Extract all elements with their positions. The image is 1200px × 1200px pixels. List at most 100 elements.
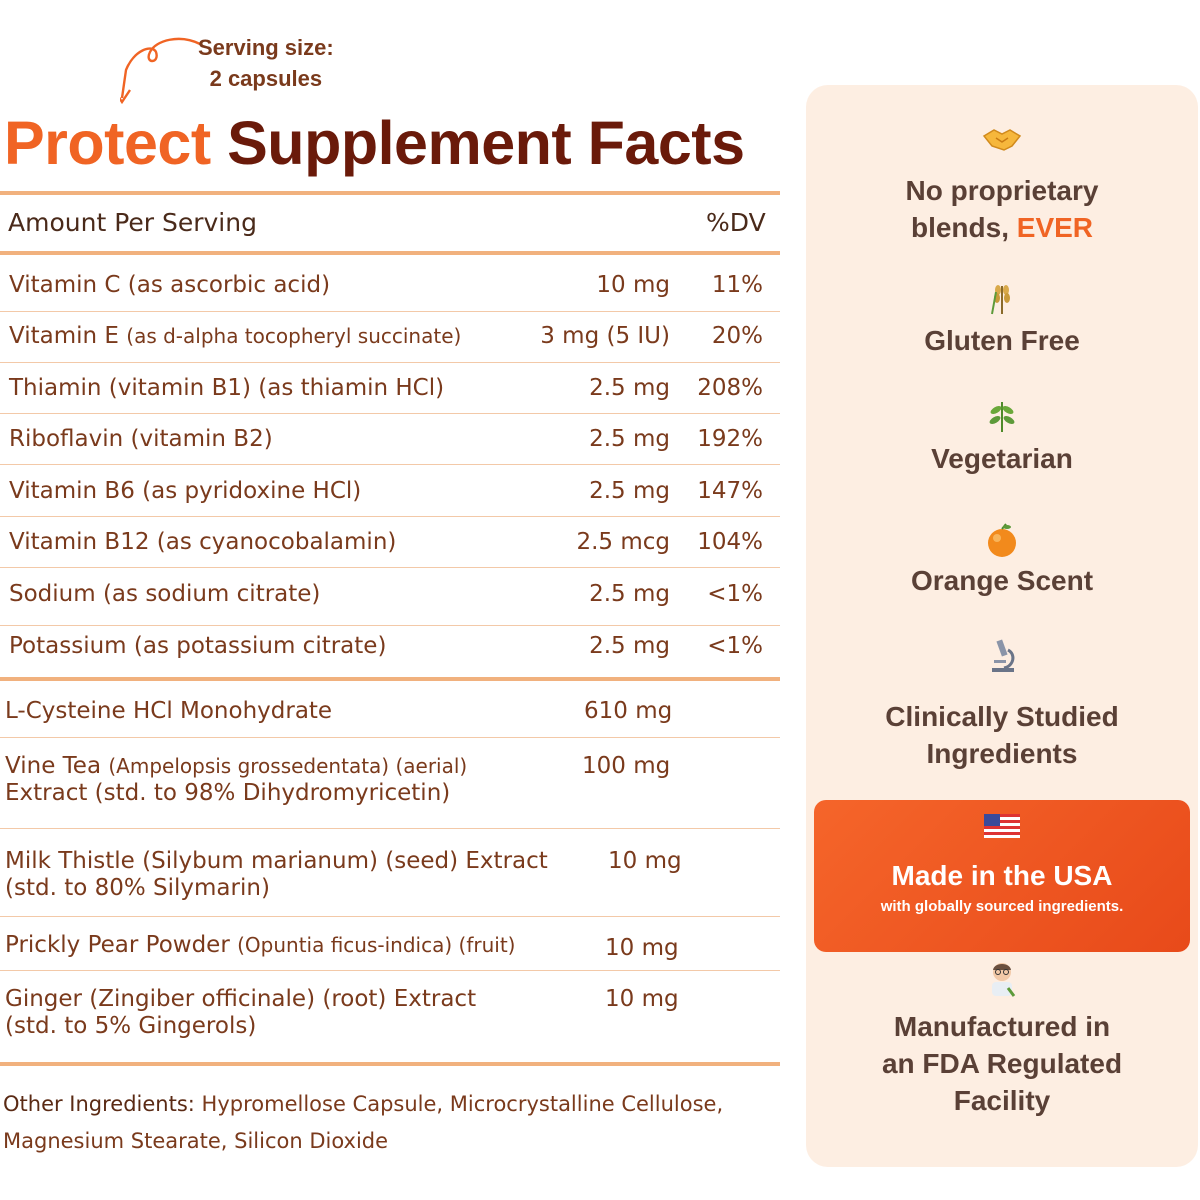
- nutrient-dv: <1%: [707, 633, 763, 659]
- serving-size-label: Serving size:: [198, 35, 334, 60]
- nutrient-amount: 2.5 mg: [589, 581, 670, 607]
- table-rule: [0, 1062, 780, 1066]
- feature-orange-scent: Orange Scent: [806, 522, 1198, 599]
- extract-name-standardization: Extract (std. to 98% Dihydromyricetin): [5, 780, 451, 806]
- feature-label-line2: an FDA Regulated: [881, 1048, 1123, 1079]
- nutrient-name-main: Vitamin E: [9, 323, 127, 349]
- scientist-icon: [806, 960, 1198, 997]
- feature-label-line2: Ingredients: [926, 738, 1078, 769]
- title-main: Supplement Facts: [227, 109, 745, 177]
- nutrient-dv: 20%: [711, 323, 763, 349]
- serving-size-value: 2 capsules: [209, 66, 323, 91]
- extract-name: Prickly Pear Powder (Opuntia ficus-indic…: [5, 932, 605, 959]
- extract-amount: 610 mg: [584, 698, 673, 724]
- header-amount: Amount Per Serving: [8, 208, 257, 237]
- table-rule: [0, 191, 780, 195]
- title-brand: Protect: [4, 109, 211, 177]
- feature-vegetarian: Vegetarian: [806, 396, 1198, 477]
- curved-arrow-icon: [120, 37, 201, 105]
- nutrient-name-detail: (as d-alpha tocopheryl succinate): [126, 324, 462, 348]
- nutrient-dv: <1%: [707, 581, 763, 607]
- nutrient-amount: 2.5 mg: [589, 375, 670, 401]
- feature-label-line3: Facility: [953, 1085, 1051, 1116]
- extract-name-detail: (Opuntia ficus-indica) (fruit): [237, 933, 516, 957]
- nutrient-name: Potassium (as potassium citrate): [9, 633, 387, 659]
- row-divider: [0, 737, 780, 738]
- serving-size-text: Serving size: 2 capsules: [198, 32, 334, 94]
- extract-amount: 10 mg: [605, 935, 679, 961]
- row-divider: [0, 916, 780, 917]
- row-divider: [0, 970, 780, 971]
- nutrient-name: Vitamin B12 (as cyanocobalamin): [9, 529, 397, 555]
- serving-size-note: Serving size: 2 capsules: [120, 30, 400, 110]
- table-rule: [0, 677, 780, 681]
- extract-name-main: Prickly Pear Powder: [5, 932, 238, 958]
- nutrient-name: Sodium (as sodium citrate): [9, 581, 321, 607]
- nutrient-amount: 10 mg: [596, 272, 670, 298]
- extract-name-detail: (Ampelopsis grossedentata) (aerial): [108, 754, 468, 778]
- nutrient-dv: 147%: [697, 478, 763, 504]
- extract-name: Milk Thistle (Silybum marianum) (seed) E…: [5, 848, 605, 902]
- row-divider: [0, 567, 780, 568]
- feature-emphasis: EVER: [1016, 212, 1094, 243]
- supplement-facts-table: Amount Per Serving %DV Vitamin C (as asc…: [0, 191, 780, 1160]
- feature-fda-facility: Manufactured in an FDA Regulated Facilit…: [806, 960, 1198, 1119]
- row-divider: [0, 311, 780, 312]
- feature-label: Orange Scent: [910, 565, 1094, 596]
- nutrient-name: Vitamin E (as d-alpha tocopheryl succina…: [9, 323, 461, 349]
- nutrient-amount: 2.5 mg: [589, 478, 670, 504]
- feature-label: Manufactured in: [893, 1011, 1111, 1042]
- herb-icon: [806, 396, 1198, 432]
- wheat-icon: [806, 278, 1198, 315]
- feature-label: Clinically Studied: [885, 701, 1119, 732]
- feature-no-proprietary: No proprietary blends, EVER: [806, 124, 1198, 246]
- other-ingredients: Other Ingredients: Hypromellose Capsule,…: [3, 1086, 743, 1160]
- extract-name-standardization: (std. to 5% Gingerols): [5, 1013, 257, 1039]
- handshake-icon: [806, 124, 1198, 158]
- feature-clinically-studied: Clinically Studied Ingredients: [806, 636, 1198, 772]
- extract-name-standardization: (std. to 80% Silymarin): [5, 875, 270, 901]
- page-title: Protect Supplement Facts: [4, 108, 745, 178]
- feature-label-line2: blends, EVER: [806, 209, 1198, 246]
- nutrient-dv: 104%: [697, 529, 763, 555]
- feature-label: Gluten Free: [924, 325, 1080, 356]
- other-ingredients-label: Other Ingredients:: [3, 1092, 195, 1116]
- nutrient-dv: 192%: [697, 426, 763, 452]
- table-rule: [0, 251, 780, 255]
- nutrient-name: Thiamin (vitamin B1) (as thiamin HCl): [9, 375, 445, 401]
- row-divider: [0, 464, 780, 465]
- row-divider: [0, 828, 780, 829]
- row-divider: [0, 362, 780, 363]
- feature-label: Vegetarian: [931, 443, 1073, 474]
- nutrient-amount: 3 mg (5 IU): [540, 323, 670, 349]
- us-flag-icon: [984, 814, 1020, 838]
- extract-amount: 100 mg: [582, 753, 671, 779]
- extract-amount: 10 mg: [608, 848, 682, 874]
- made-in-usa-banner: Made in the USA with globally sourced in…: [814, 800, 1190, 952]
- extract-name-main: Ginger (Zingiber officinale) (root) Extr…: [5, 986, 477, 1012]
- extract-name: Vine Tea (Ampelopsis grossedentata) (aer…: [5, 753, 605, 807]
- row-divider: [0, 516, 780, 517]
- nutrient-dv: 11%: [711, 272, 763, 298]
- extract-amount: 10 mg: [605, 986, 679, 1012]
- nutrient-amount: 2.5 mg: [589, 633, 670, 659]
- microscope-icon: [806, 636, 1198, 672]
- nutrient-dv: 208%: [697, 375, 763, 401]
- orange-icon: [806, 522, 1198, 557]
- extract-name: L-Cysteine HCl Monohydrate: [5, 698, 333, 724]
- feature-label-text: blends,: [910, 212, 1017, 243]
- usa-title: Made in the USA: [891, 860, 1113, 891]
- nutrient-name: Vitamin B6 (as pyridoxine HCl): [9, 478, 362, 504]
- extract-name: Ginger (Zingiber officinale) (root) Extr…: [5, 986, 605, 1040]
- feature-label: No proprietary: [905, 175, 1099, 206]
- row-divider: [0, 625, 780, 626]
- nutrient-amount: 2.5 mg: [589, 426, 670, 452]
- other-ingredients-list: Hypromellose Capsule, Microcrystalline C…: [3, 1092, 724, 1153]
- extract-name-main: Vine Tea: [5, 753, 109, 779]
- extract-name-main: Milk Thistle (Silybum marianum) (seed) E…: [5, 848, 548, 874]
- nutrient-name: Riboflavin (vitamin B2): [9, 426, 273, 452]
- feature-gluten-free: Gluten Free: [806, 278, 1198, 359]
- nutrient-name: Vitamin C (as ascorbic acid): [9, 272, 331, 298]
- row-divider: [0, 413, 780, 414]
- header-dv: %DV: [706, 208, 766, 237]
